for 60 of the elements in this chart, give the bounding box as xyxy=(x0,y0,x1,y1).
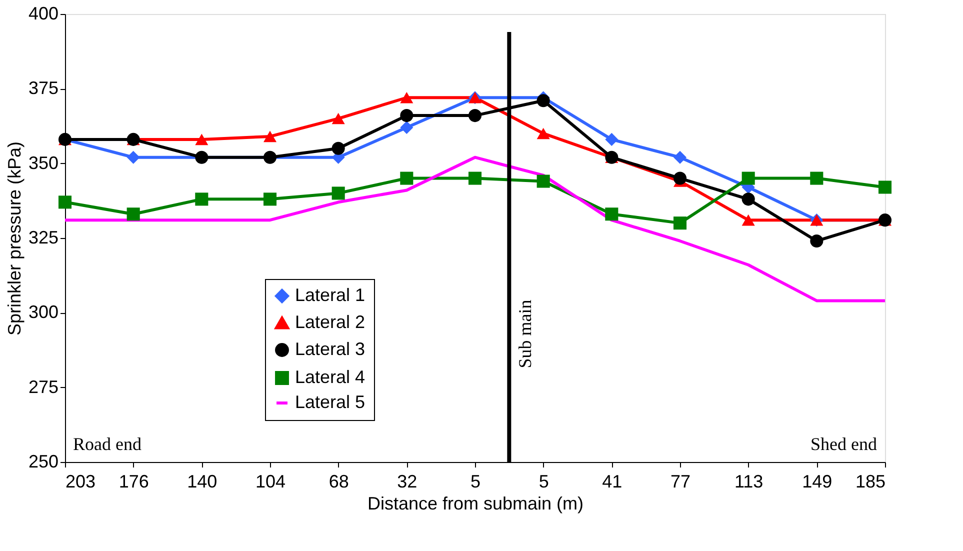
point xyxy=(263,130,277,142)
x-tick-label: 41 xyxy=(602,472,622,492)
point xyxy=(742,214,755,226)
legend-label: Lateral 1 xyxy=(295,285,366,305)
legend-label: Lateral 5 xyxy=(295,392,366,412)
point xyxy=(673,172,687,185)
y-tick-label: 375 xyxy=(28,78,58,98)
point xyxy=(536,128,550,140)
point xyxy=(810,172,824,185)
x-tick-label: 68 xyxy=(328,472,349,492)
point xyxy=(58,196,72,209)
annotation: Sub main xyxy=(515,300,536,368)
legend-label: Lateral 3 xyxy=(295,339,366,359)
point xyxy=(605,208,618,221)
point xyxy=(536,94,550,108)
point xyxy=(195,192,208,206)
point xyxy=(878,180,892,194)
annotation: Road end xyxy=(73,434,142,454)
point xyxy=(673,216,687,230)
y-tick-label: 275 xyxy=(28,376,58,397)
x-tick-label: 176 xyxy=(118,472,149,492)
point xyxy=(468,109,482,122)
x-tick-label: 104 xyxy=(255,472,286,492)
point xyxy=(126,150,140,164)
y-tick-label: 350 xyxy=(28,152,58,173)
x-tick-label: 5 xyxy=(470,472,481,492)
point xyxy=(400,120,414,134)
point xyxy=(332,186,345,200)
point xyxy=(605,132,618,146)
x-tick-label: 5 xyxy=(538,472,549,492)
annotation: Shed end xyxy=(810,434,877,454)
point xyxy=(673,150,687,164)
x-tick-label: 203 xyxy=(66,472,96,492)
y-tick-label: 300 xyxy=(28,302,58,322)
point xyxy=(126,208,140,221)
x-tick-label: 149 xyxy=(802,472,832,492)
point xyxy=(742,192,755,206)
y-tick-label: 325 xyxy=(28,228,58,248)
point xyxy=(195,134,208,146)
point xyxy=(810,234,824,248)
x-tick-label: 32 xyxy=(397,472,418,492)
point xyxy=(332,142,345,155)
point xyxy=(400,109,414,122)
point xyxy=(742,172,755,185)
legend-label: Lateral 4 xyxy=(295,367,366,387)
y-tick-label: 250 xyxy=(28,452,58,472)
x-axis-title: Distance from submain (m) xyxy=(367,494,584,514)
point xyxy=(400,172,414,185)
y-axis-title: Sprinkler pressure (kPa) xyxy=(4,141,24,336)
y-tick-label: 400 xyxy=(28,4,58,24)
point xyxy=(468,172,482,185)
x-tick-label: 113 xyxy=(734,472,764,492)
x-tick-label: 77 xyxy=(670,472,691,492)
point xyxy=(332,112,345,124)
point xyxy=(536,174,550,188)
x-tick-label: 140 xyxy=(187,472,218,492)
legend-label: Lateral 2 xyxy=(295,312,366,332)
point xyxy=(400,92,414,104)
point xyxy=(263,192,277,206)
x-tick-label: 185 xyxy=(855,472,886,492)
